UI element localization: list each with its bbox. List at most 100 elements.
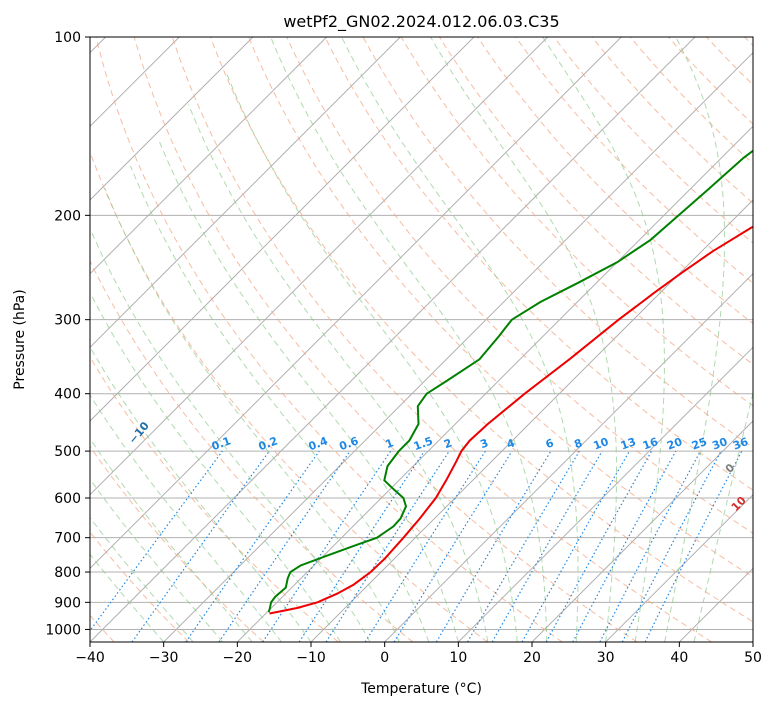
mixing-ratio-label: 1 xyxy=(384,436,396,451)
isotherm-line xyxy=(90,37,696,642)
isotherm-line xyxy=(90,37,401,349)
moist-adiabat-line xyxy=(270,37,548,642)
temperature-trace xyxy=(269,225,753,615)
mixing-ratio-line xyxy=(185,450,320,642)
y-tick-label: 300 xyxy=(54,313,81,329)
x-tick-label: −30 xyxy=(149,650,179,666)
moist-adiabat-line xyxy=(188,104,489,642)
mixing-ratio-label: 0.2 xyxy=(257,434,280,453)
mixing-ratio-label: 0.4 xyxy=(307,434,330,453)
dry-adiabat-line xyxy=(668,37,753,125)
x-tick-label: −40 xyxy=(75,650,105,666)
mixing-ratio-line xyxy=(393,450,513,642)
dry-adiabat-label: −10 xyxy=(126,419,152,446)
isotherm-line xyxy=(90,37,549,496)
dry-adiabat-label: −30 xyxy=(0,364,3,391)
moist-adiabat-line xyxy=(90,437,253,642)
dry-adiabat-line xyxy=(324,37,753,491)
mixing-ratio-line xyxy=(90,450,223,632)
mixing-ratio-label: 20 xyxy=(665,435,684,453)
isotherm-line xyxy=(752,641,753,642)
mixing-ratio-label: 30 xyxy=(710,435,729,453)
dry-adiabat-line xyxy=(90,259,414,642)
y-tick-label: 500 xyxy=(54,444,81,460)
x-tick-label: −10 xyxy=(296,650,326,666)
dry-adiabat-line xyxy=(706,37,753,86)
dry-adiabat-line xyxy=(90,445,264,642)
isotherm-line xyxy=(163,51,753,642)
mixing-ratio-line xyxy=(131,450,270,642)
moist-adiabat-line xyxy=(341,37,579,642)
dry-adiabat-line xyxy=(90,356,339,642)
mixing-ratio-line xyxy=(644,450,743,642)
mixing-ratio-label: 25 xyxy=(690,435,709,452)
x-tick-label: 40 xyxy=(670,650,688,666)
y-tick-label: 600 xyxy=(54,491,81,507)
dry-adiabat-line xyxy=(95,37,563,642)
moist-adiabat-line xyxy=(90,345,312,642)
moist-adiabat-line xyxy=(693,390,753,642)
y-axis-label: Pressure (hPa) xyxy=(12,289,28,389)
isotherm-line xyxy=(90,37,254,201)
dry-adiabat-line xyxy=(171,37,712,642)
mixing-ratio-line xyxy=(545,450,653,642)
mixing-ratio-label: 2 xyxy=(442,436,454,451)
moist-adiabat-line xyxy=(90,394,282,642)
moist-adiabat-label: 10 xyxy=(729,494,749,514)
moist-adiabat-line xyxy=(104,188,400,642)
moist-adiabat-line xyxy=(225,72,518,642)
y-tick-label: 400 xyxy=(54,387,81,403)
mixing-ratio-label: 16 xyxy=(641,435,660,453)
moist-adiabat-line xyxy=(129,165,430,642)
dry-adiabat-line xyxy=(90,531,190,642)
mixing-ratio-label: 3 xyxy=(478,436,490,451)
mixing-ratio-line xyxy=(298,450,425,642)
isotherm-line xyxy=(90,37,622,570)
dry-adiabat-line xyxy=(744,37,753,47)
x-tick-label: 20 xyxy=(523,650,541,666)
moist-adiabat-line xyxy=(90,516,194,642)
x-axis-label: Temperature (°C) xyxy=(360,681,482,697)
moist-adiabat-line xyxy=(158,141,459,642)
y-tick-label: 100 xyxy=(54,30,81,46)
mixing-ratio-label: 4 xyxy=(505,436,517,451)
isotherm-line xyxy=(457,346,753,642)
mixing-ratio-line xyxy=(572,450,677,642)
isotherm-line xyxy=(90,37,475,422)
dry-adiabat-line xyxy=(591,37,753,204)
moist-adiabat-line xyxy=(664,37,726,642)
dry-adiabat-line xyxy=(477,37,753,325)
moist-adiabat-line xyxy=(90,291,341,642)
moist-adiabat-line xyxy=(90,478,223,642)
x-tick-label: 0 xyxy=(380,650,389,666)
isotherm-line xyxy=(678,567,753,642)
moist-adiabat-line xyxy=(90,553,165,642)
isotherm-line xyxy=(236,125,753,642)
mixing-ratio-line xyxy=(262,450,392,642)
dewpoint-trace xyxy=(267,149,753,613)
x-tick-label: 50 xyxy=(744,650,762,666)
isotherm-line xyxy=(90,37,328,275)
dry-adiabat-line xyxy=(90,150,488,642)
x-tick-label: 30 xyxy=(597,650,615,666)
x-tick-label: −20 xyxy=(223,650,253,666)
x-tick-label: 10 xyxy=(449,650,467,666)
moist-adiabat-line xyxy=(90,227,371,642)
dry-adiabat-line xyxy=(286,37,753,534)
reference-line-labels: −100−90−80−70−60−50−40−30−20−100.10.20.4… xyxy=(0,364,750,514)
axes: −40 −30 −20 −10 0 10 20 30 40 5010020030040050060… xyxy=(45,30,762,666)
isotherm-line xyxy=(531,420,753,642)
mixing-ratio-line xyxy=(466,450,580,642)
data-series xyxy=(267,149,753,615)
dry-adiabat-line xyxy=(210,37,753,623)
dry-adiabat-line xyxy=(515,37,753,284)
mixing-ratio-line xyxy=(364,450,486,642)
dry-adiabat-line xyxy=(248,37,753,578)
mixing-ratio-line xyxy=(599,450,702,642)
mixing-ratio-label: 8 xyxy=(572,436,584,451)
mixing-ratio-label: 0.1 xyxy=(210,434,233,453)
y-tick-label: 700 xyxy=(54,531,81,547)
mixing-ratio-label: 36 xyxy=(731,435,750,453)
mixing-ratio-label: 0.6 xyxy=(338,434,361,453)
